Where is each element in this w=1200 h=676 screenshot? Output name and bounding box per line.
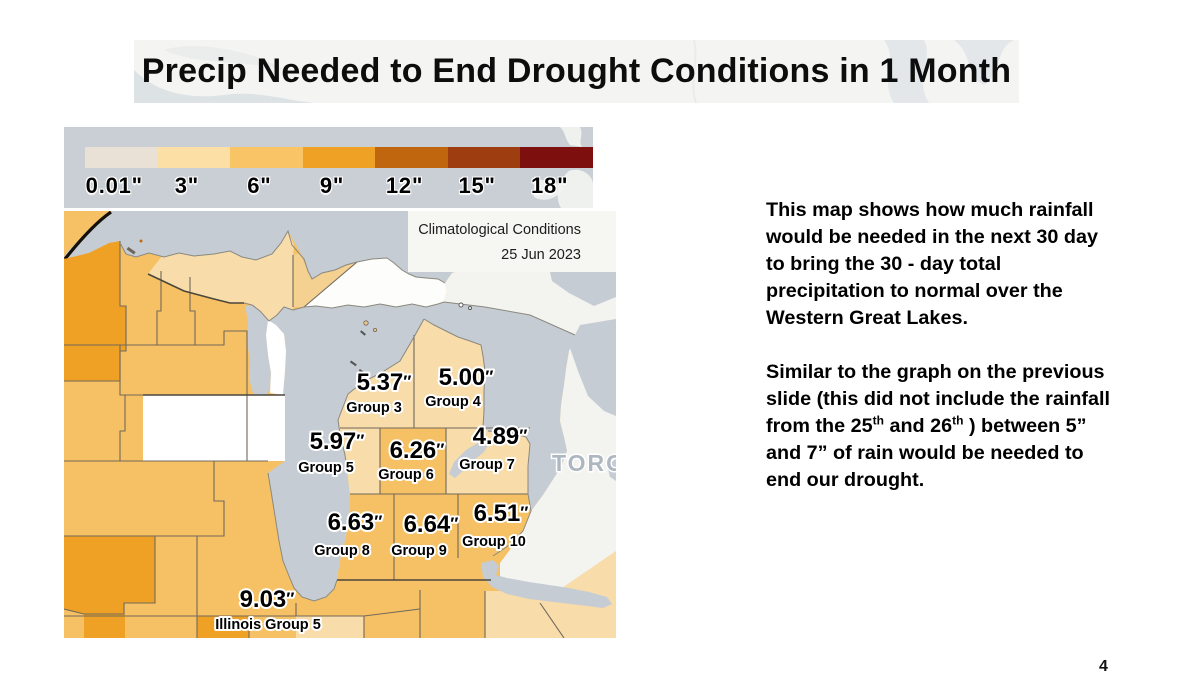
svg-text:TORONTO: TORONTO bbox=[552, 450, 616, 476]
svg-text:Group 9: Group 9 bbox=[391, 543, 447, 559]
svg-text:5.00″: 5.00″ bbox=[439, 364, 494, 391]
svg-text:Group 10: Group 10 bbox=[462, 534, 526, 550]
svg-text:5.37″: 5.37″ bbox=[357, 369, 412, 396]
svg-text:Group 8: Group 8 bbox=[314, 543, 370, 559]
svg-text:6.51″: 6.51″ bbox=[474, 500, 529, 527]
svg-text:Illinois Group 5: Illinois Group 5 bbox=[215, 617, 321, 633]
svg-text:25 Jun 2023: 25 Jun 2023 bbox=[501, 247, 581, 263]
svg-text:4.89″: 4.89″ bbox=[473, 423, 528, 450]
svg-text:Group 7: Group 7 bbox=[459, 457, 515, 473]
svg-text:5.97″: 5.97″ bbox=[310, 428, 365, 455]
svg-text:6.26″: 6.26″ bbox=[390, 437, 445, 464]
svg-text:Group 5: Group 5 bbox=[298, 460, 354, 476]
svg-text:6.64″: 6.64″ bbox=[404, 511, 459, 538]
svg-text:Group 6: Group 6 bbox=[378, 467, 434, 483]
svg-text:Group 4: Group 4 bbox=[425, 394, 481, 410]
svg-text:Climatological Conditions: Climatological Conditions bbox=[418, 222, 581, 238]
svg-text:9.03″: 9.03″ bbox=[240, 586, 295, 613]
svg-text:6.63″: 6.63″ bbox=[328, 509, 383, 536]
svg-text:Group 3: Group 3 bbox=[346, 400, 402, 416]
